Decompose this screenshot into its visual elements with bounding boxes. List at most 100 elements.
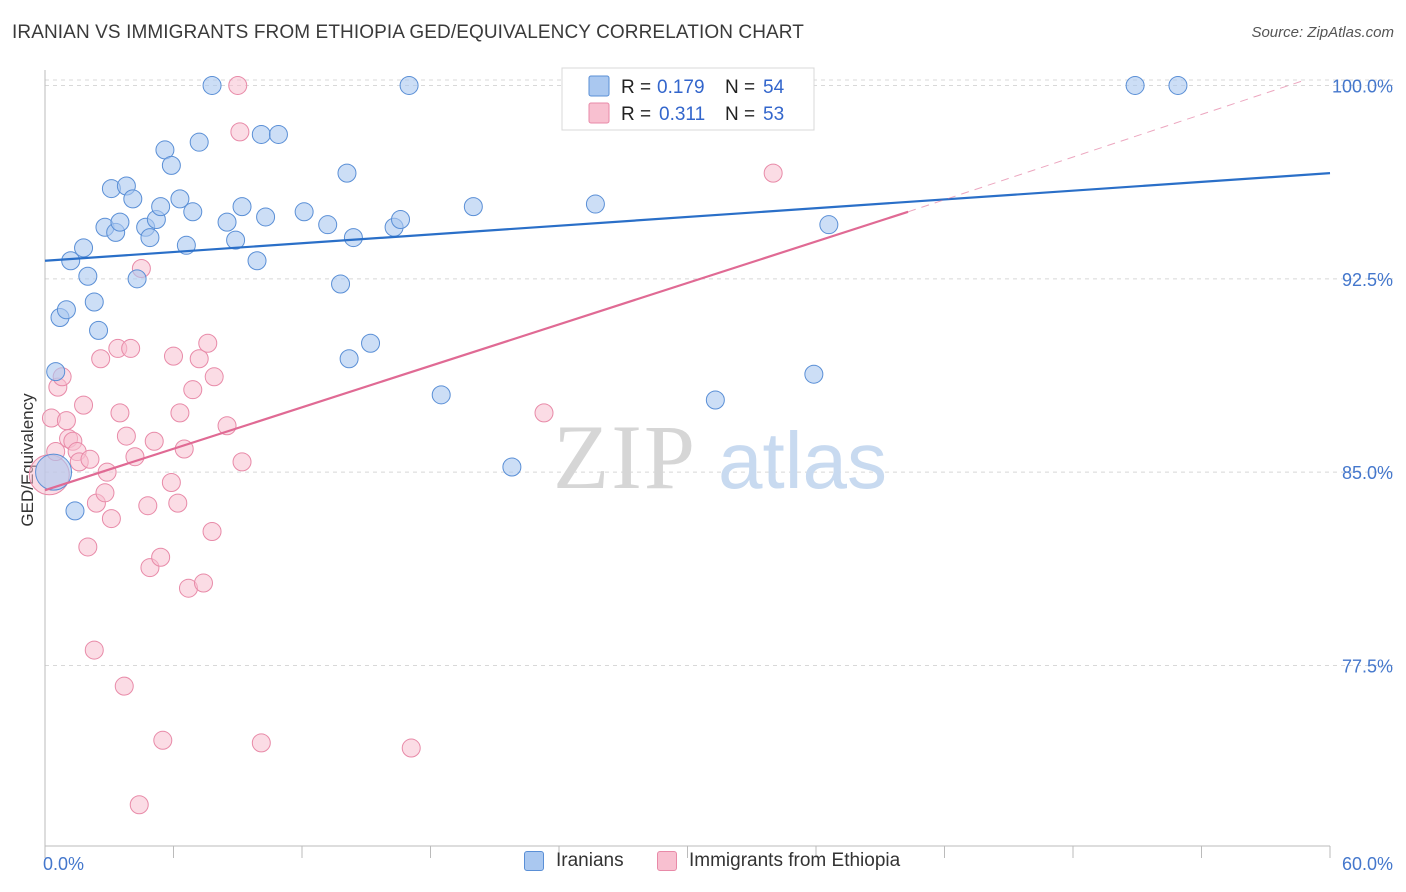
series-iranians-points xyxy=(35,75,1188,521)
iranians-point-28 xyxy=(217,212,237,232)
legend-r-value-2: 0.311 xyxy=(659,104,705,125)
ethiopia-point-34 xyxy=(168,493,188,513)
iranians-point-39 xyxy=(339,349,359,369)
ethiopia-point-12 xyxy=(80,449,100,469)
watermark-atlas: atlas xyxy=(718,416,887,505)
iranians-point-18 xyxy=(140,228,160,248)
x-tick-labels: 0.0% 60.0% xyxy=(43,854,1393,874)
iranians-point-22 xyxy=(161,155,181,175)
y-tick-label-2: 92.5% xyxy=(1342,270,1393,290)
iranians-point-33 xyxy=(256,207,276,227)
iranians-trend-line xyxy=(44,172,1331,262)
iranians-point-30 xyxy=(232,197,252,217)
iranians-point-0 xyxy=(35,453,73,491)
ethiopia-point-35 xyxy=(170,403,190,423)
iranians-swatch xyxy=(524,851,544,871)
bottom-legend: Iranians Immigrants from Ethiopia xyxy=(0,850,1406,880)
iranians-point-41 xyxy=(361,333,381,353)
iranians-point-49 xyxy=(705,390,725,410)
legend-swatch-iranians xyxy=(588,75,610,97)
gridlines xyxy=(45,79,1395,667)
legend-r-label-2: R = xyxy=(621,104,651,125)
ethiopia-point-50 xyxy=(534,403,554,423)
ethiopia-point-21 xyxy=(114,676,134,696)
ethiopia-point-45 xyxy=(228,75,248,95)
iranians-point-52 xyxy=(1125,75,1145,95)
iranians-point-31 xyxy=(247,251,267,271)
ethiopia-point-25 xyxy=(129,795,149,815)
top-legend: R = 0.179 N = 54 R = 0.311 N = 53 xyxy=(561,67,815,131)
iranians-point-53 xyxy=(1168,75,1188,95)
iranians-point-45 xyxy=(431,385,451,405)
ethiopia-point-51 xyxy=(763,163,783,183)
y-tick-label-1: 85.0% xyxy=(1342,463,1393,483)
ethiopia-point-30 xyxy=(151,547,171,567)
legend-n-value-2: 53 xyxy=(763,104,784,125)
ethiopia-point-38 xyxy=(183,380,203,400)
x-tick-label-1: 60.0% xyxy=(1342,854,1393,874)
ethiopia-point-16 xyxy=(95,483,115,503)
y-tick-label-0: 77.5% xyxy=(1342,657,1393,677)
ethiopia-point-18 xyxy=(101,509,121,529)
ethiopia-point-13 xyxy=(84,640,104,660)
iranians-point-15 xyxy=(123,189,143,209)
iranians-point-5 xyxy=(65,501,85,521)
iranians-point-13 xyxy=(110,212,130,232)
iranians-point-3 xyxy=(56,300,76,320)
bottom-legend-iranians: Iranians xyxy=(524,850,624,872)
iranians-point-43 xyxy=(391,210,411,230)
iranians-point-25 xyxy=(183,202,203,222)
iranians-point-9 xyxy=(89,320,109,340)
iranians-point-32 xyxy=(251,124,271,144)
ethiopia-point-41 xyxy=(198,333,218,353)
iranians-point-6 xyxy=(74,238,94,258)
ethiopia-point-27 xyxy=(138,496,158,516)
chart-source: Source: ZipAtlas.com xyxy=(1251,24,1394,41)
iranians-point-47 xyxy=(502,457,522,477)
watermark-zip: ZIP xyxy=(553,406,697,508)
ethiopia-point-20 xyxy=(110,403,130,423)
ethiopia-point-48 xyxy=(251,733,271,753)
iranians-point-16 xyxy=(127,269,147,289)
ethiopia-point-42 xyxy=(202,521,222,541)
ethiopia-point-46 xyxy=(230,122,250,142)
ethiopia-trend-line xyxy=(44,210,909,492)
iranians-point-44 xyxy=(399,75,419,95)
legend-swatch-ethiopia xyxy=(588,102,610,124)
iranians-point-4 xyxy=(61,251,81,271)
y-tick-labels: 77.5% 85.0% 92.5% 100.0% xyxy=(1332,76,1393,676)
iranians-point-50 xyxy=(804,364,824,384)
y-tick-label-3: 100.0% xyxy=(1332,76,1393,96)
iranians-point-20 xyxy=(151,197,171,217)
iranians-point-46 xyxy=(463,197,483,217)
ethiopia-point-5 xyxy=(56,411,76,431)
legend-r-value-1: 0.179 xyxy=(657,77,705,98)
ethiopia-point-33 xyxy=(164,346,183,366)
iranians-point-23 xyxy=(170,189,190,209)
ethiopia-point-29 xyxy=(144,431,164,451)
ethiopia-point-15 xyxy=(91,349,111,369)
iranians-point-35 xyxy=(294,202,314,222)
ethiopia-point-22 xyxy=(116,426,136,446)
iranians-point-51 xyxy=(819,215,839,235)
iranians-point-37 xyxy=(331,274,351,294)
iranians-point-1 xyxy=(46,362,66,382)
iranians-label: Iranians xyxy=(556,850,624,871)
iranians-point-7 xyxy=(78,266,98,286)
ethiopia-point-23 xyxy=(121,338,141,358)
iranians-point-40 xyxy=(343,228,363,248)
watermark: ZIP atlas xyxy=(553,406,887,508)
ethiopia-point-11 xyxy=(78,537,98,557)
ethiopia-trend-extension xyxy=(907,79,1305,213)
iranians-point-27 xyxy=(202,75,222,95)
iranians-point-8 xyxy=(84,292,104,312)
iranians-point-26 xyxy=(189,132,209,152)
legend-n-label-2: N = xyxy=(725,104,755,125)
iranians-point-38 xyxy=(337,163,357,183)
legend-r-label-1: R = xyxy=(621,77,651,98)
ethiopia-point-39 xyxy=(189,349,209,369)
iranians-point-48 xyxy=(585,194,605,214)
ethiopia-point-10 xyxy=(74,395,94,415)
ethiopia-point-49 xyxy=(401,738,421,758)
